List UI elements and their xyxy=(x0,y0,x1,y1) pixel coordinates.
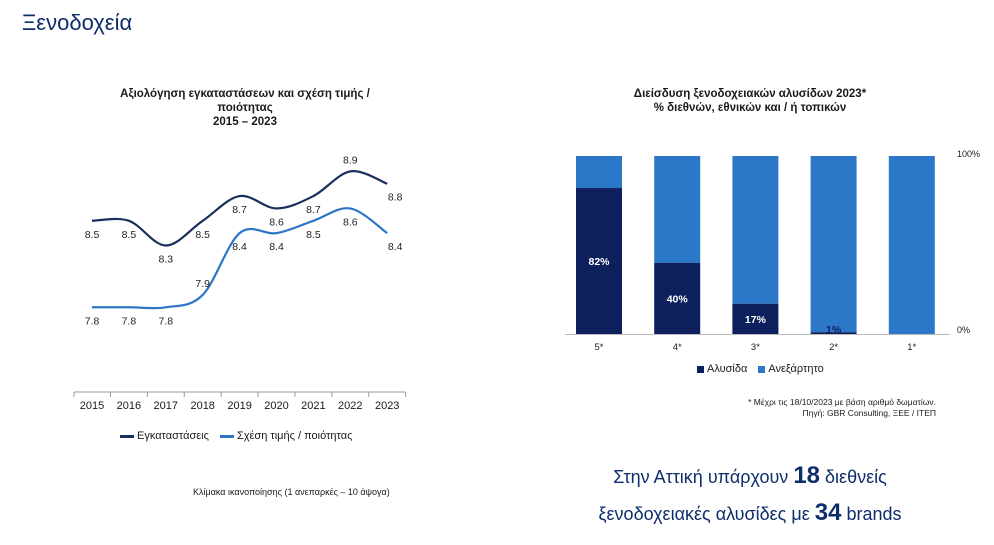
footnote-line1: * Μέχρι τις 18/10/2023 με βάση αριθμό δω… xyxy=(748,397,936,407)
data-label: 8.4 xyxy=(232,241,247,253)
line-chart-title: Αξιολόγηση εγκαταστάσεων και σχέση τιμής… xyxy=(80,87,410,129)
bar-chart-title: Διείσδυση ξενοδοχειακών αλυσίδων 2023* %… xyxy=(560,87,940,115)
data-label: 8.5 xyxy=(306,229,321,241)
data-label: 8.6 xyxy=(343,216,358,228)
highlight-line1: Στην Αττική υπάρχουν 18 διεθνείς xyxy=(613,462,887,489)
legend-item-independent: Ανεξάρτητο xyxy=(758,363,824,375)
x-tick-label: 2* xyxy=(829,342,838,353)
bar-value-label: 82% xyxy=(588,256,610,268)
bar-chart-footnote: * Μέχρι τις 18/10/2023 με βάση αριθμό δω… xyxy=(748,397,936,419)
highlight-text: Στην Αττική υπάρχουν 18 διεθνείς ξενοδοχ… xyxy=(560,458,940,532)
x-tick-label: 1* xyxy=(907,342,916,353)
x-tick-label: 2021 xyxy=(301,400,325,412)
bar-independent xyxy=(810,156,857,333)
x-tick-label: 2019 xyxy=(227,400,251,412)
bar-value-label: 40% xyxy=(667,293,689,305)
y-tick-label: 100% xyxy=(957,149,980,159)
highlight-line2: ξενοδοχειακές αλυσίδες με 34 brands xyxy=(598,499,902,526)
data-label: 8.7 xyxy=(232,204,247,216)
x-tick-label: 2017 xyxy=(154,400,178,412)
bar-chain xyxy=(810,332,857,334)
y-tick-label: 0% xyxy=(957,325,970,335)
bar-chart-title-line2: % διεθνών, εθνικών και / ή τοπικών xyxy=(653,102,847,114)
bar-value-label: 17% xyxy=(745,314,767,326)
data-label: 8.6 xyxy=(269,216,284,228)
data-label: 7.9 xyxy=(195,278,210,290)
bar-chart-legend: Αλυσίδα Ανεξάρτητο xyxy=(697,363,832,375)
highlight-chains-count: 18 xyxy=(793,462,821,489)
data-label: 8.3 xyxy=(158,254,173,266)
bar-value-label: 1% xyxy=(826,324,842,336)
bar-chain xyxy=(732,303,779,334)
data-label: 8.5 xyxy=(122,229,137,241)
line-chart-title-line1: Αξιολόγηση εγκαταστάσεων και σχέση τιμής… xyxy=(120,88,370,100)
x-tick-label: 4* xyxy=(673,342,682,353)
line-chart-title-line3: 2015 – 2023 xyxy=(213,116,277,128)
data-label: 8.4 xyxy=(269,241,284,253)
legend-item-value-for-money: Σχέση τιμής / ποιότητας xyxy=(219,430,352,442)
data-label: 8.9 xyxy=(343,154,358,166)
scale-note: Κλίμακα ικανοποίησης (1 ανεπαρκές – 10 ά… xyxy=(193,487,390,497)
data-label: 8.5 xyxy=(195,229,210,241)
x-tick-label: 5* xyxy=(595,342,604,353)
line-chart-title-line2: ποιότητας xyxy=(217,102,273,114)
data-label: 7.8 xyxy=(158,315,173,327)
page-title: Ξενοδοχεία xyxy=(22,10,133,35)
x-tick-label: 2020 xyxy=(264,400,288,412)
bar-independent xyxy=(576,156,622,189)
data-label: 8.4 xyxy=(388,241,403,253)
bar-chart-title-line1: Διείσδυση ξενοδοχειακών αλυσίδων 2023* xyxy=(633,88,867,100)
data-label: 7.8 xyxy=(85,315,100,327)
footnote-source: Πηγή: GBR Consulting, ΞΕΕ / ΙΤΕΠ xyxy=(802,408,936,418)
highlight-brands-count: 34 xyxy=(814,499,842,526)
x-tick-label: 2016 xyxy=(117,400,141,412)
legend-item-facilities: Εγκαταστάσεις xyxy=(120,430,212,442)
bar-chain xyxy=(654,262,701,334)
x-tick-label: 2015 xyxy=(80,400,104,412)
legend-item-chain: Αλυσίδα xyxy=(697,363,750,375)
x-tick-label: 2022 xyxy=(338,400,362,412)
x-tick-label: 2023 xyxy=(375,400,399,412)
bar-chain xyxy=(576,188,622,334)
line-chart-legend: Εγκαταστάσεις Σχέση τιμής / ποιότητας xyxy=(120,430,360,442)
data-label: 7.8 xyxy=(122,315,137,327)
data-label: 8.7 xyxy=(306,204,321,216)
data-label: 8.8 xyxy=(388,192,403,204)
x-tick-label: 2018 xyxy=(190,400,214,412)
bar-independent xyxy=(732,156,779,304)
x-tick-label: 3* xyxy=(751,342,760,353)
bar-independent xyxy=(888,156,935,334)
data-label: 8.5 xyxy=(85,229,100,241)
bar-independent xyxy=(654,156,701,263)
